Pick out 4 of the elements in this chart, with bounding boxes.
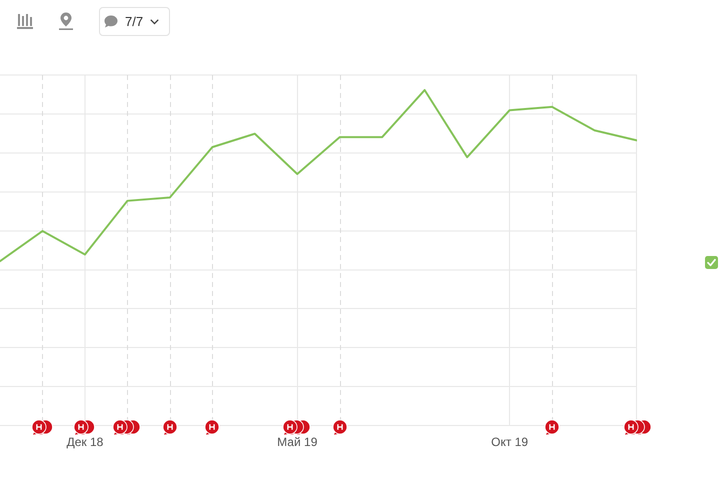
x-tick-label: Май 19	[277, 435, 318, 450]
x-tick-label: Окт 19	[491, 435, 528, 450]
x-tick-label: Дек 18	[66, 435, 104, 450]
dropdown: 7/7	[99, 7, 170, 36]
